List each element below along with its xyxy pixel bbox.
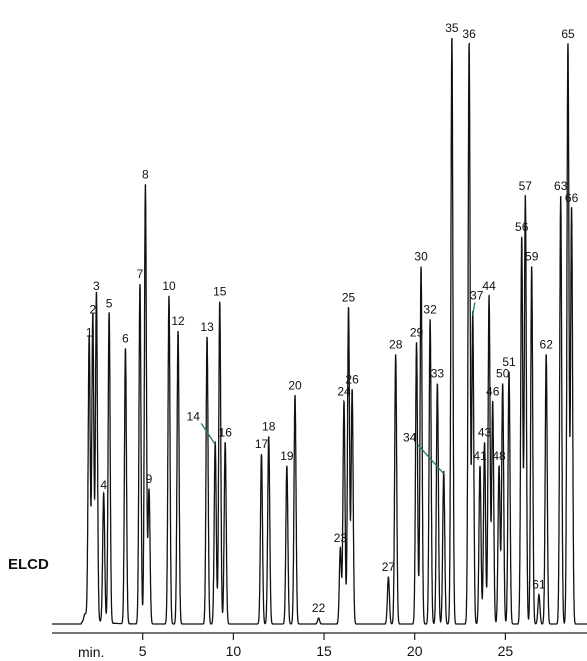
peak-label-14: 14	[187, 409, 201, 423]
peak-leader-34	[417, 444, 445, 475]
peak-label-51: 51	[502, 355, 516, 369]
peak-label-27: 27	[382, 560, 396, 574]
peak-label-37: 37	[470, 288, 484, 302]
peak-label-4: 4	[100, 478, 107, 492]
x-tick-label-10: 10	[226, 643, 242, 659]
peak-label-7: 7	[137, 267, 144, 281]
x-ticks-layer: 5 10 15 20 25	[139, 633, 514, 659]
peak-label-44: 44	[482, 279, 496, 293]
peak-label-12: 12	[171, 314, 185, 328]
peak-label-18: 18	[262, 420, 276, 434]
peak-label-59: 59	[525, 250, 539, 264]
peak-label-57: 57	[519, 179, 533, 193]
peak-label-17: 17	[255, 437, 269, 451]
peak-label-3: 3	[93, 279, 100, 293]
peak-label-25: 25	[342, 291, 356, 305]
x-tick-label-20: 20	[407, 643, 423, 659]
x-tick-label-15: 15	[316, 643, 332, 659]
peak-label-35: 35	[445, 21, 459, 35]
peak-label-29: 29	[410, 326, 424, 340]
peak-label-30: 30	[414, 250, 428, 264]
peak-leader-37	[472, 302, 476, 316]
peak-label-16: 16	[219, 425, 233, 439]
peak-label-33: 33	[431, 367, 445, 381]
peak-label-10: 10	[162, 279, 176, 293]
detector-label: ELCD	[8, 556, 49, 573]
peak-label-20: 20	[288, 379, 302, 393]
peak-label-26: 26	[345, 373, 359, 387]
chromatogram-trace	[52, 37, 587, 625]
peak-label-9: 9	[146, 472, 153, 486]
peak-label-46: 46	[486, 384, 500, 398]
trace-layer	[52, 37, 587, 625]
x-unit-label: min.	[78, 644, 104, 660]
peak-label-48: 48	[492, 449, 506, 463]
peak-label-19: 19	[280, 449, 294, 463]
peak-label-6: 6	[122, 332, 129, 346]
x-tick-label-5: 5	[139, 643, 147, 659]
peak-label-13: 13	[200, 320, 214, 334]
peak-label-23: 23	[334, 531, 348, 545]
peak-label-50: 50	[496, 367, 510, 381]
peak-label-56: 56	[515, 220, 529, 234]
peak-label-15: 15	[213, 285, 227, 299]
peak-label-36: 36	[462, 27, 476, 41]
peak-leader-14	[200, 422, 216, 445]
x-tick-label-25: 25	[498, 643, 514, 659]
peak-label-63: 63	[554, 179, 568, 193]
peak-label-65: 65	[561, 27, 575, 41]
peak-label-61: 61	[532, 578, 546, 592]
peak-label-32: 32	[423, 302, 437, 316]
peak-label-1: 1	[86, 326, 93, 340]
peak-label-41: 41	[473, 449, 487, 463]
peak-label-62: 62	[540, 337, 554, 351]
peak-label-66: 66	[565, 191, 579, 205]
peak-label-24: 24	[337, 384, 351, 398]
peak-label-34: 34	[403, 431, 417, 445]
peak-label-2: 2	[89, 302, 96, 316]
peak-label-5: 5	[106, 296, 113, 310]
peak-label-8: 8	[142, 168, 149, 182]
peak-label-43: 43	[478, 425, 492, 439]
peak-label-28: 28	[389, 337, 403, 351]
peak-label-22: 22	[312, 601, 326, 615]
